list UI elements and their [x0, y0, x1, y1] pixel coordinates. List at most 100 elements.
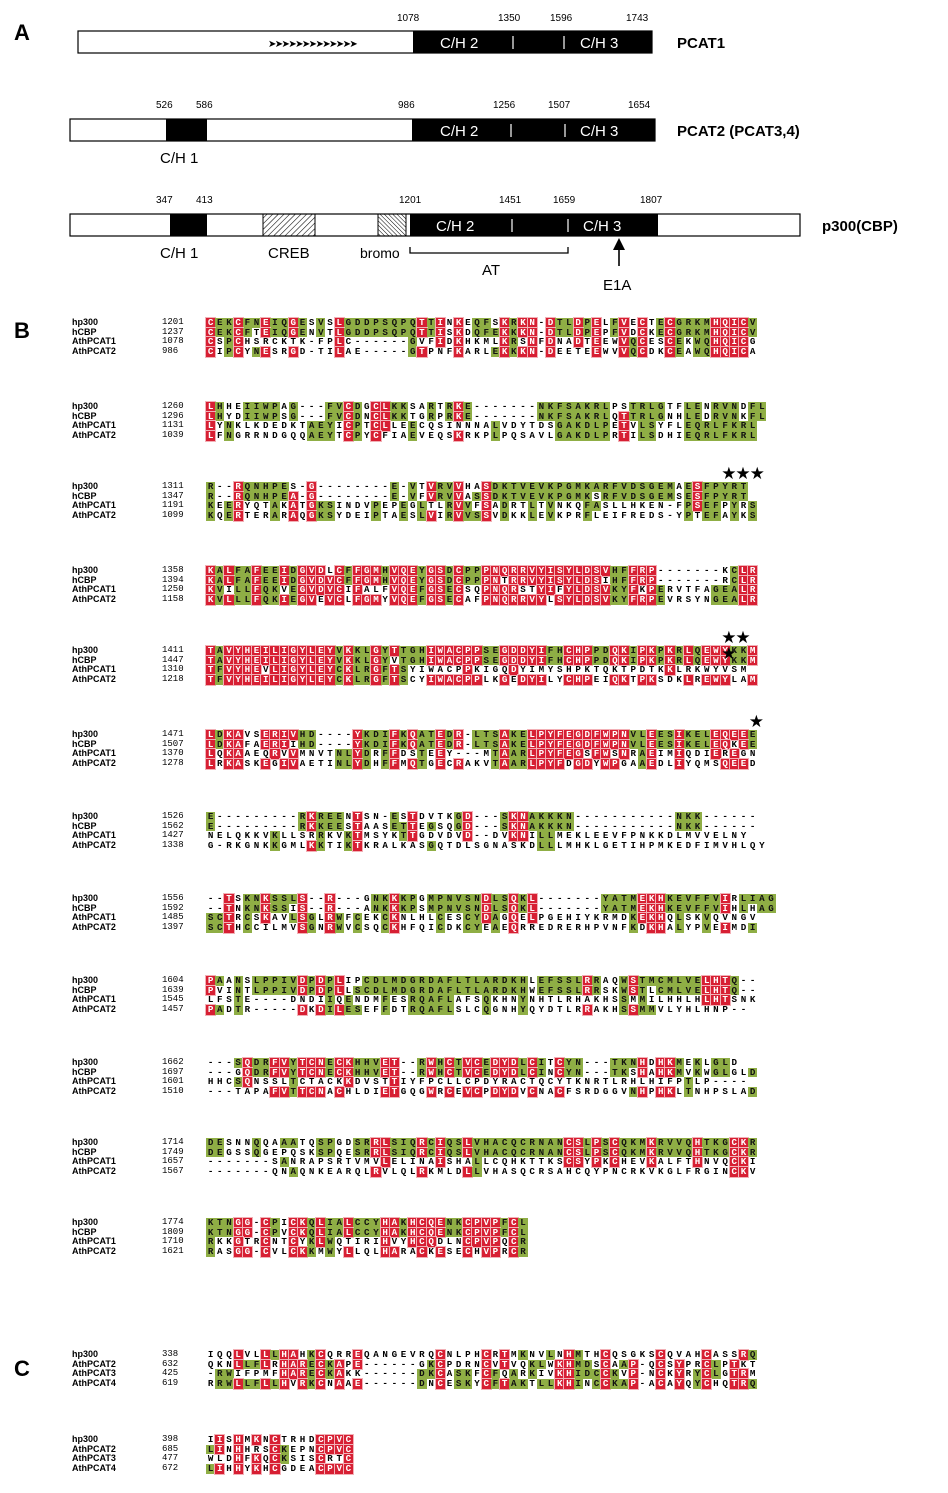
- sequence-start: 1485: [162, 912, 184, 923]
- sequence-start: 1078: [162, 336, 184, 347]
- pcat2-domain-ch3: C/H 3: [580, 123, 618, 140]
- alignment-row: hp300 1604 P A A N S L P P I V D P D P L I P C D L M D G R D A F L T L A…: [72, 975, 757, 987]
- sequence-name: AthPCAT2: [72, 758, 116, 769]
- sequence-start: 1310: [162, 664, 184, 675]
- pcat1-bar: ➤➤➤➤➤➤➤➤➤➤➤➤➤ C/H 2 C/H 3 1078 1350 1596…: [77, 13, 725, 54]
- sequence-start: 672: [162, 1463, 179, 1474]
- alignment-row: AthPCAT2 1457 P A D T R - - - - - D K D I L E S E F F D T R Q A F L S…: [72, 1004, 757, 1016]
- sequence-start: 1397: [162, 922, 184, 933]
- sequence-name: AthPCAT1: [72, 1236, 116, 1247]
- at-bracket: [409, 247, 569, 254]
- alignment-row: AthPCAT1 1427 N E L Q K K V K L L S R R K V K T M S Y K T T G D V D V…: [72, 831, 766, 842]
- sequence-start: 1457: [162, 1004, 184, 1015]
- sequence-name: hp300: [72, 1217, 99, 1227]
- conserved-star-icons: ★★★: [721, 464, 765, 484]
- sequence-start: 619: [162, 1378, 179, 1389]
- sequence-name: hp300: [72, 565, 99, 575]
- sequence-name: AthPCAT4: [72, 1378, 116, 1389]
- alignment-b-block: hp300 1604 P A A N S L P P I V D P D P L I P C D L M D G R D A F L T L A…: [72, 975, 757, 1016]
- pcat1-tick-1078: 1078: [397, 13, 420, 24]
- sequence-start: 1296: [162, 410, 184, 421]
- alignment-row: hCBP 1507 L D K A F A E R I I H D - - - - Y K D I F K Q A T E D R - L T S…: [72, 738, 758, 750]
- sequence-name: hCBP: [72, 1226, 97, 1237]
- pcat2-name: PCAT2 (PCAT3,4): [677, 123, 800, 140]
- alignment-row: hCBP 1639 P V I N T L P P I V D P D P L L S C D L M D G R D A F L T L A R…: [72, 985, 757, 996]
- alignment-row: hCBP 1447 T A V Y H E I L I G Y L E Y V K K L G Y V T G H I W A C P P S E…: [72, 654, 758, 666]
- alignment-b-block: hp300 1774 K T N G G - C P I C K Q L I A L C C Y H A K H C Q E N K C P V…: [72, 1217, 528, 1258]
- sequence-name: hp300: [72, 317, 99, 327]
- alignment-row: AthPCAT2 1510 - - - T A P A F V T T C N A C H L D I E T G Q G W R C E…: [72, 1086, 758, 1098]
- pcat2-bar: C/H 2 C/H 3 526 586 986 1256 1507 1654 C…: [69, 100, 800, 167]
- sequence-name: AthPCAT2: [72, 510, 116, 521]
- alignment-row: AthPCAT1 1250 K V I L L F Q K V E G V D V C I F A L F V Q E F G S E C…: [72, 585, 758, 596]
- sequence-name: AthPCAT4: [72, 1463, 116, 1474]
- sequence-start: 1099: [162, 510, 184, 521]
- sequence-start: 398: [162, 1434, 179, 1444]
- pcat2-tick-1654: 1654: [628, 100, 651, 111]
- p300-name: p300(CBP): [822, 218, 898, 235]
- p300-tick-1201: 1201: [399, 195, 422, 206]
- sequence-name: hp300: [72, 1434, 99, 1444]
- sequence-start: 632: [162, 1358, 179, 1369]
- conserved-star-icons: ★: [748, 712, 764, 732]
- sequence-name: hp300: [72, 1349, 99, 1359]
- pcat2-domain-ch2: C/H 2: [440, 123, 478, 140]
- alignment-row: AthPCAT1 1485 S C T R C S K A V L S G L R W F C E K C K N L H L C E S…: [72, 912, 776, 924]
- alignment-b-block: hp300 1260 L H H E I I W P A G - - - F V C D G C L K K S A R T R K E - -…: [72, 401, 767, 442]
- alignment-row: hp300 398 I I S H M K N C T R H D C P V C: [72, 1434, 354, 1446]
- sequence-start: 1507: [162, 738, 184, 749]
- sequence-start: 1370: [162, 748, 184, 759]
- sequence-start: 425: [162, 1368, 179, 1379]
- sequence-start: 1411: [162, 645, 184, 655]
- alignment-row: AthPCAT1 1078 C S P C H S R C K T K - F P L C - - - - - - G V F I D K…: [72, 336, 757, 348]
- sequence-start: 1710: [162, 1236, 184, 1247]
- sequence-name: AthPCAT1: [72, 664, 116, 675]
- sequence-start: 1471: [162, 729, 184, 739]
- sequence-name: hCBP: [72, 820, 97, 831]
- sequence-start: 685: [162, 1443, 179, 1454]
- alignment-row: AthPCAT2 1039 L F N G R R N D G Q Q A E Y T C P Y C F I A E V E Q S K…: [72, 430, 766, 442]
- conserved-star-icons: ★★ ★: [721, 628, 750, 664]
- pcat2-tick-1256: 1256: [493, 100, 516, 111]
- sequence-start: 1191: [162, 500, 184, 511]
- alignment-row: AthPCAT2 632 Q K N L L F L R H A R E C K A P E - - - - - - G K C P D R…: [72, 1358, 757, 1370]
- sequence-name: AthPCAT1: [72, 336, 116, 347]
- sequence-name: hCBP: [72, 654, 97, 665]
- alignment-b-block: hp300 1556 - - T S K N K S S L S - - R - - - G N K K K P G M P N V S N D…: [72, 893, 776, 934]
- alignment-row: hp300 1471 L D K A V S E R I V H D - - - - Y K D I F K Q A T E D R - L T…: [72, 729, 758, 741]
- sequence-start: 1662: [162, 1057, 184, 1067]
- panel-label-b: B: [14, 318, 30, 343]
- sequence-name: hCBP: [72, 1146, 97, 1157]
- sequence-name: hp300: [72, 811, 99, 821]
- sequence-name: hp300: [72, 975, 99, 985]
- pcat2-tick-1507: 1507: [548, 100, 571, 111]
- alignment-row: AthPCAT2 1338 G - R K G N K K G M L K K T I K T K R A L K A S G Q T D…: [72, 840, 766, 852]
- alignment-b-block: ★★ ★ hp300 1411 T A V Y H E I L I G Y L E Y V K K L G Y T T G H I W A…: [72, 630, 758, 686]
- sequence-name: AthPCAT2: [72, 1358, 116, 1369]
- sequence-name: AthPCAT1: [72, 1156, 116, 1167]
- sequence-start: 1394: [162, 574, 184, 585]
